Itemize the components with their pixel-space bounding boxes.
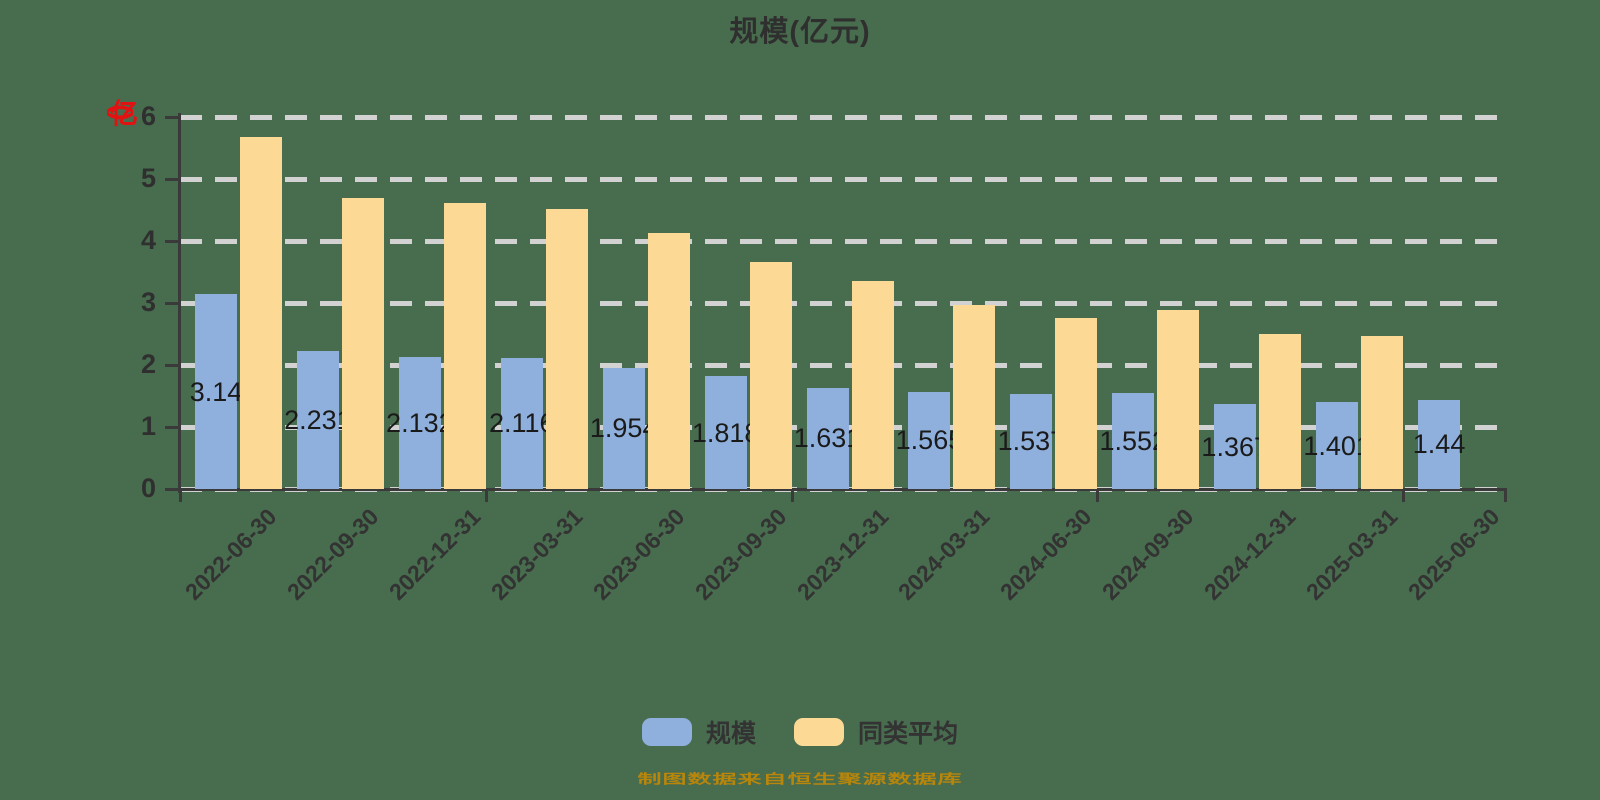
bar-scale-2024-03-31[interactable]	[908, 391, 951, 489]
bar-value-label: 2.231	[284, 404, 352, 435]
bar-peer-average-2024-06-30[interactable]	[1055, 317, 1098, 489]
bar-value-label: 1.44	[1412, 429, 1466, 460]
bar-scale-2025-06-30[interactable]	[1418, 399, 1461, 489]
x-axis-tick	[790, 489, 794, 502]
bar-peer-average-2025-03-31[interactable]	[1361, 335, 1404, 489]
bar-peer-average-2024-09-30[interactable]	[1157, 309, 1200, 489]
legend: 规模 同类平均	[0, 714, 1600, 750]
bar-value-label: 1.565	[895, 425, 964, 456]
bar-scale-2023-12-31[interactable]	[806, 387, 849, 489]
y-axis-label: 6	[140, 101, 156, 131]
bar-value-label: 1.537	[997, 426, 1066, 457]
bar-value-label: 1.954	[589, 413, 658, 444]
bar-scale-2022-06-30[interactable]	[195, 294, 237, 489]
gridline-y-2	[180, 363, 1505, 368]
y-axis-label: 4	[140, 225, 156, 255]
bar-peer-average-2022-09-30[interactable]	[341, 197, 384, 489]
y-axis-label: 0	[140, 473, 156, 503]
bar-peer-average-2023-09-30[interactable]	[749, 262, 792, 489]
bar-value-label: 1.367	[1201, 431, 1269, 462]
legend-item-peer-average[interactable]: 同类平均	[794, 714, 958, 750]
x-axis-tick	[1096, 489, 1100, 502]
bar-value-label: 2.116	[488, 408, 555, 439]
bar-scale-2024-06-30[interactable]	[1010, 393, 1053, 489]
bar-value-label: 1.631	[793, 423, 862, 454]
gridline-y-5	[180, 177, 1505, 182]
gridline-y-4	[180, 239, 1505, 244]
bar-value-label: 2.132	[386, 407, 454, 438]
x-axis-tick	[1504, 489, 1507, 502]
y-axis-tick	[165, 302, 178, 305]
x-axis-tick	[179, 489, 182, 502]
y-axis-line	[178, 113, 181, 493]
bar-scale-2022-09-30[interactable]	[296, 350, 339, 489]
y-axis-tick	[165, 116, 178, 119]
bar-value-label: 3.14	[189, 376, 243, 407]
bar-value-label: 1.401	[1303, 430, 1371, 461]
y-axis-tick	[165, 488, 178, 491]
legend-swatch-scale	[641, 718, 692, 746]
bar-value-label: 1.552	[1099, 425, 1168, 456]
y-axis-label: 1	[140, 411, 156, 441]
bar-scale-2023-09-30[interactable]	[704, 376, 747, 489]
legend-swatch-peer-average	[794, 718, 844, 746]
chart-title: 规模(亿元)	[729, 16, 871, 48]
bar-peer-average-2023-03-31[interactable]	[545, 208, 588, 489]
bar-value-label: 1.818	[691, 417, 760, 448]
bar-peer-average-2024-12-31[interactable]	[1259, 334, 1302, 489]
bar-peer-average-2022-06-30[interactable]	[240, 136, 282, 489]
y-axis-label: 5	[140, 163, 156, 193]
x-axis-line	[178, 488, 1507, 491]
y-axis-unit-label: (亿)	[107, 104, 138, 106]
y-axis-tick	[165, 364, 178, 367]
y-axis-label: 3	[140, 287, 156, 317]
legend-item-scale[interactable]: 规模	[641, 714, 756, 750]
bar-scale-2024-12-31[interactable]	[1214, 404, 1257, 489]
legend-label-peer-average: 同类平均	[858, 720, 959, 748]
bar-peer-average-2022-12-31[interactable]	[443, 202, 486, 489]
x-axis-tick	[1402, 489, 1406, 502]
x-axis-tick	[484, 489, 488, 502]
bar-peer-average-2024-03-31[interactable]	[953, 304, 996, 489]
gridline-y-3	[180, 301, 1505, 306]
bar-scale-2025-03-31[interactable]	[1316, 402, 1359, 489]
bar-scale-2023-03-31[interactable]	[500, 357, 543, 489]
bar-peer-average-2023-06-30[interactable]	[647, 232, 690, 489]
y-axis-tick	[165, 240, 178, 243]
bar-scale-2022-12-31[interactable]	[398, 356, 441, 489]
legend-label-scale: 规模	[705, 720, 756, 748]
bar-scale-2024-09-30[interactable]	[1112, 392, 1155, 489]
y-axis-tick	[165, 426, 178, 429]
data-source-footnote: 制图数据来自恒生聚源数据库	[637, 771, 963, 787]
y-axis-tick	[165, 178, 178, 181]
gridline-y-6	[180, 115, 1505, 120]
bar-scale-2023-06-30[interactable]	[602, 367, 645, 489]
bar-peer-average-2023-12-31[interactable]	[851, 281, 894, 489]
y-axis-label: 2	[140, 349, 156, 379]
